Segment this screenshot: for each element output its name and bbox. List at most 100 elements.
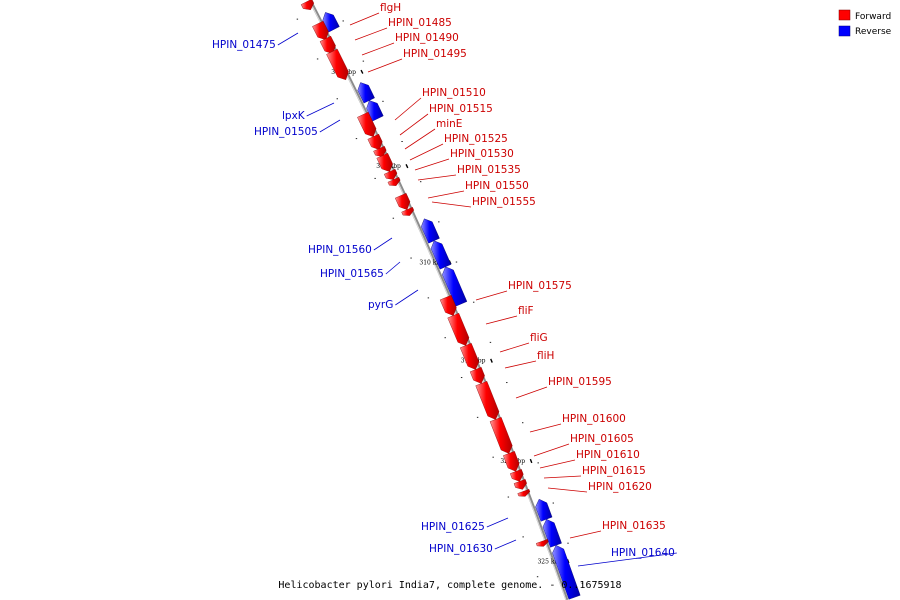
legend-item-reverse: Reverse	[838, 25, 892, 37]
leader-line-hpin-01530	[414, 158, 450, 171]
minor-tick	[444, 337, 446, 339]
leader-line-hpin-01490	[361, 42, 395, 56]
gene-label-group-hpin-01550: HPIN_01550	[427, 180, 529, 199]
gene-feature-hpin-01615	[513, 479, 527, 490]
gene-feature-hpin-01640	[552, 545, 581, 600]
gene-label-group-lpxk: lpxK	[282, 102, 335, 122]
gene-label-group-hpin-01505: HPIN_01505	[254, 119, 341, 138]
gene-label-hpin-01640: HPIN_01640	[611, 547, 675, 559]
leader-line-hpin-01560	[373, 237, 393, 251]
gene-feature-hpin-01635	[535, 539, 549, 547]
gene-label-group-pyrg: pyrG	[368, 289, 419, 311]
minor-tick	[362, 60, 365, 62]
gene-feature-hpin-01535	[387, 176, 401, 186]
legend-label-reverse: Reverse	[855, 27, 892, 37]
leader-line-hpin-01635	[569, 530, 602, 539]
genome-backbone	[308, 0, 569, 600]
gene-label-group-hpin-01565: HPIN_01565	[320, 261, 401, 280]
gene-label-group-mine: minE	[404, 118, 462, 150]
gene-label-hpin-01620: HPIN_01620	[588, 481, 652, 493]
minor-tick	[536, 576, 539, 578]
gene-feature-pyrg	[442, 266, 468, 307]
minor-tick	[438, 221, 440, 223]
gene-label-group-hpin-01475: HPIN_01475	[212, 32, 299, 51]
gene-label-group-hpin-01640: HPIN_01640	[577, 547, 677, 567]
gene-label-group-hpin-01630: HPIN_01630	[429, 539, 517, 555]
gene-label-group-hpin-01495: HPIN_01495	[367, 48, 467, 73]
minor-tick	[342, 20, 344, 22]
leader-line-flgh	[349, 12, 380, 26]
gene-label-group-flif: fliF	[485, 305, 534, 325]
gene-label-flig: fliG	[530, 332, 548, 344]
gene-feature-hpin-01475	[322, 12, 340, 33]
gene-label-hpin-01610: HPIN_01610	[576, 449, 640, 461]
leader-line-hpin-01510	[394, 97, 422, 121]
gene-feature-hpin-01555	[401, 206, 415, 216]
gene-label-hpin-01535: HPIN_01535	[457, 164, 521, 176]
leader-line-hpin-01595	[515, 386, 548, 399]
scale-tick-label: 310 kbp	[419, 259, 444, 266]
gene-feature-flgh	[300, 0, 315, 11]
gene-label-hpin-01630: HPIN_01630	[429, 543, 493, 555]
gene-label-hpin-01485: HPIN_01485	[388, 17, 452, 29]
gene-feature-hpin-01610	[509, 469, 524, 482]
leader-line-flih	[504, 360, 537, 369]
gene-label-group-hpin-01515: HPIN_01515	[399, 103, 493, 136]
gene-label-group-hpin-01535: HPIN_01535	[417, 164, 521, 181]
leader-line-flig	[499, 342, 530, 353]
minor-tick	[506, 382, 508, 384]
leader-line-hpin-01565	[385, 261, 401, 275]
gene-label-flih: fliH	[537, 350, 554, 362]
minor-tick	[537, 462, 539, 464]
gene-label-hpin-01600: HPIN_01600	[562, 413, 626, 425]
gene-label-group-flgh: flgH	[349, 2, 401, 26]
leader-line-hpin-01495	[367, 58, 403, 73]
gene-label-group-hpin-01635: HPIN_01635	[569, 520, 666, 539]
leader-line-hpin-01610	[539, 459, 576, 469]
gene-feature-flih	[469, 366, 485, 384]
legend-swatch-forward	[838, 9, 851, 21]
gene-label-hpin-01560: HPIN_01560	[308, 244, 372, 256]
map-caption: Helicobacter pylori India7, complete gen…	[278, 580, 621, 591]
gene-label-hpin-01625: HPIN_01625	[421, 521, 485, 533]
minor-tick	[507, 496, 510, 498]
gene-label-group-hpin-01525: HPIN_01525	[409, 133, 508, 161]
gene-label-hpin-01515: HPIN_01515	[429, 103, 493, 115]
leader-line-hpin-01625	[486, 517, 509, 528]
leader-line-hpin-01535	[417, 174, 457, 181]
minor-tick	[316, 58, 319, 60]
minor-tick	[521, 422, 524, 424]
gene-label-group-hpin-01615: HPIN_01615	[543, 465, 646, 479]
leader-line-hpin-01515	[399, 113, 429, 136]
gene-label-group-flig: fliG	[499, 332, 548, 353]
leader-line-hpin-01640	[577, 552, 677, 567]
minor-tick	[427, 297, 430, 299]
gene-label-hpin-01495: HPIN_01495	[403, 48, 467, 60]
minor-tick	[489, 341, 492, 343]
gene-feature-hpin-01515	[367, 133, 383, 150]
gene-feature-hpin-01510	[357, 111, 377, 137]
minor-tick	[374, 177, 376, 179]
gene-feature-hpin-01600	[489, 417, 513, 454]
scale-tick-mark	[360, 69, 364, 74]
gene-feature-hpin-01575	[439, 294, 457, 316]
legend: Forward Reverse	[838, 9, 892, 37]
gene-label-hpin-01635: HPIN_01635	[602, 520, 666, 532]
minor-tick	[296, 18, 299, 20]
scale-tick-mark	[529, 458, 533, 464]
gene-feature-mine	[373, 145, 387, 157]
minor-tick	[581, 582, 584, 584]
gene-label-group-hpin-01575: HPIN_01575	[475, 280, 572, 301]
gene-label-hpin-01525: HPIN_01525	[444, 133, 508, 145]
gene-label-group-hpin-01510: HPIN_01510	[394, 87, 486, 121]
minor-tick	[472, 301, 475, 303]
leader-line-flif	[485, 315, 518, 325]
minor-tick	[355, 138, 358, 140]
gene-feature-hpin-01495	[326, 48, 349, 81]
leader-line-hpin-01525	[409, 143, 444, 161]
leader-line-lpxk	[306, 102, 335, 117]
minor-tick	[455, 261, 458, 263]
scale-tick-mark	[490, 358, 493, 363]
leader-line-hpin-01605	[533, 443, 570, 457]
leader-line-hpin-01550	[427, 190, 465, 199]
